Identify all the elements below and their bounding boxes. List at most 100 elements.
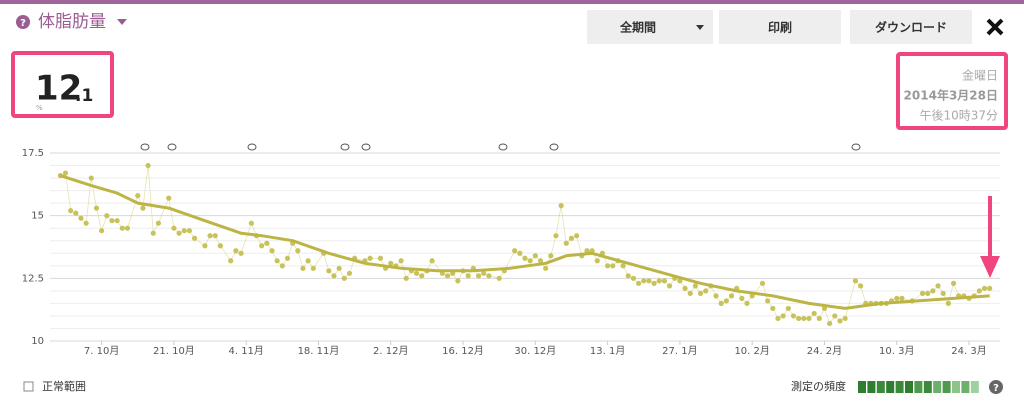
measurement-point [444,273,451,279]
measurement-point [83,220,89,226]
measurement-point [88,175,94,181]
comment-marker[interactable] [167,143,177,151]
measurement-point [894,295,900,301]
measurement-point [574,233,580,239]
comment-marker[interactable] [140,143,150,151]
measurement-point [718,300,724,306]
comment-marker[interactable] [361,143,371,151]
measurement-point [703,288,709,294]
measurement-point [68,208,74,214]
measurement-point [269,248,275,254]
measurement-point [114,218,120,224]
measurement-point [919,290,926,296]
measurement-point [274,258,280,264]
measurement-point [630,275,637,281]
measurement-point [796,315,802,322]
measurement-point [739,295,745,301]
comment-marker[interactable] [498,143,508,151]
measurement-point [202,243,208,249]
measurement-point [145,162,151,169]
measurement-point [935,283,941,289]
page-title[interactable]: 体脂肪量 [38,12,106,32]
measurement-point [264,240,270,246]
period-button[interactable] [587,10,713,44]
measurement-point [811,310,817,317]
frequency-square [952,381,960,393]
frequency-square [961,381,970,393]
measurement-point [166,195,172,201]
measurement-point [563,240,569,246]
measurement-point [635,280,642,286]
measurement-point [770,305,776,312]
comment-marker[interactable] [340,143,350,151]
measurement-point [827,320,833,327]
x-tick-label: 10. 3月 [879,345,914,357]
measurement-point [925,290,931,296]
measurement-point [104,213,110,219]
measurement-point [233,248,239,254]
x-tick-label: 4. 11月 [228,345,263,357]
arrow-head [980,256,1000,278]
frequency-square [933,381,942,393]
x-tick-label: 18. 11月 [298,345,340,357]
measurement-point [248,220,254,226]
measurement-point [641,278,647,284]
measurement-point [191,235,198,241]
print-button[interactable] [719,10,841,44]
y-tick-label: 17.5 [22,148,44,159]
measurement-point [677,278,683,284]
measurement-point [801,315,807,322]
frequency-square [895,381,904,393]
title-dropdown[interactable] [117,19,127,25]
measurement-point [238,250,244,256]
measurement-point [413,270,420,276]
measurement-point [553,233,559,239]
top-bar [0,0,1024,4]
trend-line [59,174,990,310]
measurement-point [419,273,425,279]
measurement-point [687,290,693,296]
measurement-point [759,280,766,286]
y-tick-label: 15 [31,211,44,222]
frequency-label: 測定の頻度 [791,379,846,393]
x-tick-label: 2. 12月 [373,345,408,357]
measurement-point [212,233,218,239]
measurement-point [852,278,859,284]
comment-marker[interactable] [851,143,861,151]
measurement-point [842,315,848,322]
measurement-point [62,170,69,176]
comment-marker[interactable] [247,143,257,151]
measurement-point [930,288,936,294]
measurement-point [625,273,631,279]
help-mark: ? [20,18,26,29]
y-tick-label: 10 [31,336,44,347]
measurement-point [790,313,797,319]
x-tick-label: 24. 3月 [951,345,986,357]
comment-marker[interactable] [549,143,559,151]
measurement-point [176,230,182,236]
close-button[interactable] [986,18,1004,36]
highlight-box [11,51,114,118]
measurement-point [723,298,729,304]
measurement-point [899,295,905,301]
measurement-point [429,258,435,264]
checkbox[interactable] [23,381,34,392]
frequency-square [905,381,913,393]
measurement-point [945,300,951,306]
measurement-point [346,270,353,276]
measurement-point [310,265,316,271]
help-icon[interactable] [989,380,1003,394]
measurement-point [806,315,812,322]
download-button[interactable] [850,10,972,44]
frequency-square [876,381,885,393]
normal-range-label[interactable]: 正常範囲 [42,379,86,393]
frequency-square [867,381,876,393]
measurement-point [341,275,347,281]
reading-integer: 12 [35,69,82,109]
measurement-point [279,263,285,269]
x-tick-label: 30. 12月 [514,345,556,357]
measurement-point [692,283,698,289]
measurement-point [295,248,301,254]
weekday: 金曜日 [962,68,998,83]
help-icon[interactable] [16,15,30,29]
